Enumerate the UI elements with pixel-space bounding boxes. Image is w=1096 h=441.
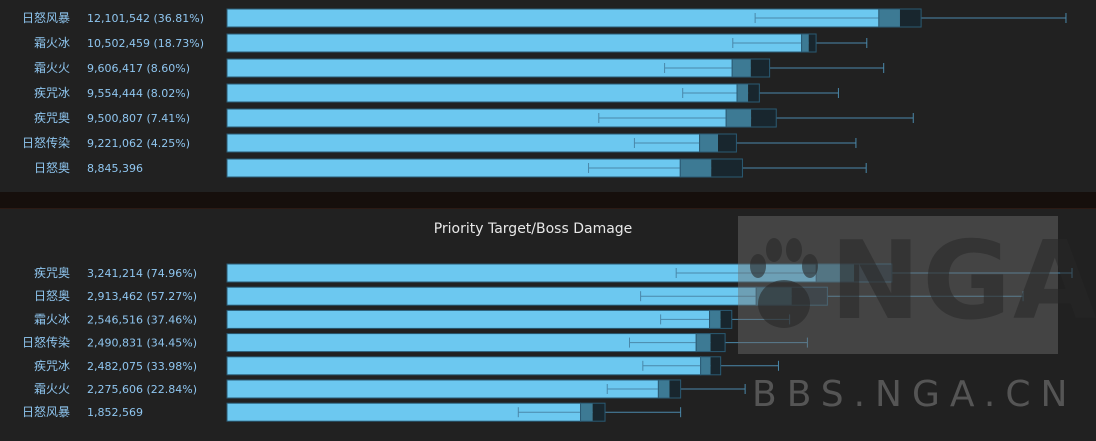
box-upper [750,59,770,77]
bar-row: 疾咒冰 9,554,444 (8.02%) [34,83,839,103]
series-name-label: 日怒风暴 [22,404,70,419]
bar [226,356,702,376]
box-lower [696,333,711,352]
bar-row: 霜火冰 10,502,459 (18.73%) [34,33,868,53]
bar [226,133,701,153]
box-upper [808,34,817,52]
chart-total-damage: 日怒风暴 12,101,542 (36.81%) 霜火冰 10,502,459 (18… [22,8,1067,178]
chart-panel-total-damage: 日怒风暴 12,101,542 (36.81%) 霜火冰 10,502,459 (18… [0,0,1096,192]
box-upper [669,380,681,398]
box-upper [718,134,737,152]
box-outline [878,8,922,28]
series-name-label: 日怒传染 [22,135,70,150]
bar-row: 疾咒奥 9,500,807 (7.41%) [34,108,914,128]
series-value-label: 2,482,075 (33.98%) [87,360,197,373]
box-upper [899,9,922,27]
box-lower [801,34,809,52]
series-value-label: 9,500,807 (7.41%) [87,112,190,125]
box-upper [710,333,726,352]
box-lower [700,356,711,375]
bar-row: 日怒风暴 1,852,569 [22,402,682,422]
box-lower [658,380,670,398]
series-name-label: 疾咒奥 [34,265,70,280]
series-name-label: 疾咒奥 [34,110,70,125]
series-name-label: 霜火火 [34,61,70,75]
box-outline [801,33,817,53]
series-value-label: 1,852,569 [87,406,143,419]
bar [226,309,711,329]
series-value-label: 2,546,516 (37.46%) [87,313,197,326]
box-lower [580,403,593,422]
bar [226,333,697,353]
box-upper [592,403,606,422]
bar-row: 疾咒冰 2,482,075 (33.98%) [34,356,779,376]
panel-separator [0,192,1096,208]
box-outline [699,133,737,153]
bar-row: 日怒奥 2,913,462 (57.27%) [34,286,1024,306]
bar [226,58,733,78]
bar-row: 日怒传染 2,490,831 (34.45%) [22,333,808,353]
series-name-label: 疾咒冰 [34,358,70,373]
box-upper [854,264,892,282]
series-name-label: 霜火火 [34,382,70,396]
series-value-label: 10,502,459 (18.73%) [87,37,204,50]
box-outline [731,58,771,78]
bar [226,33,803,53]
bar [226,83,738,103]
series-value-label: 9,606,417 (8.60%) [87,62,190,75]
box-outline [736,83,760,103]
box-lower [732,59,751,77]
series-name-label: 日怒奥 [34,160,70,175]
series-value-label: 9,221,062 (4.25%) [87,137,190,150]
box-lower [737,84,749,102]
box-upper [710,356,721,375]
series-value-label: 2,490,831 (34.45%) [87,337,197,350]
bar-row: 霜火火 9,606,417 (8.60%) [34,58,885,78]
box-lower [709,310,721,329]
series-name-label: 日怒风暴 [22,10,70,25]
box-outline [700,356,722,376]
bar-row: 日怒传染 9,221,062 (4.25%) [22,133,857,153]
series-value-label: 3,241,214 (74.96%) [87,267,197,280]
box-lower [878,9,900,27]
bar-row: 疾咒奥 3,241,214 (74.96%) [34,263,1073,283]
bar-row: 霜火火 2,275,606 (22.84%) [34,379,746,399]
series-value-label: 8,845,396 [87,162,143,175]
box-outline [657,379,682,399]
box-lower [680,159,712,177]
series-name-label: 日怒奥 [34,288,70,303]
box-lower [726,109,752,127]
box-upper [748,84,760,102]
series-value-label: 2,913,462 (57.27%) [87,290,197,303]
chart-title: Priority Target/Boss Damage [433,221,633,237]
box-lower [816,264,855,282]
box-outline [709,309,733,329]
box-upper [751,109,777,127]
series-value-label: 12,101,542 (36.81%) [87,12,204,25]
series-name-label: 日怒传染 [22,335,70,350]
box-outline [695,333,726,353]
box-lower [699,134,719,152]
box-upper [720,310,732,329]
box-outline [580,402,606,422]
series-name-label: 霜火冰 [34,36,70,50]
bar-row: 日怒奥 8,845,396 [34,158,867,178]
series-name-label: 疾咒冰 [34,85,70,100]
box-lower [756,287,792,306]
box-upper [711,159,743,177]
series-value-label: 9,554,444 (8.02%) [87,87,190,100]
box-outline [725,108,777,128]
chart-panel-priority-damage: Priority Target/Boss Damage 疾咒奥 3,241,214… [0,208,1096,441]
box-outline [679,158,743,178]
series-value-label: 2,275,606 (22.84%) [87,383,197,396]
chart-priority-damage: 疾咒奥 3,241,214 (74.96%) 日怒奥 2,913,462 (57.27… [22,263,1073,422]
box-upper [791,287,828,306]
bar-row: 霜火冰 2,546,516 (37.46%) [34,309,791,329]
series-name-label: 霜火冰 [34,312,70,326]
bar [226,379,659,399]
bar-row: 日怒风暴 12,101,542 (36.81%) [22,8,1067,28]
